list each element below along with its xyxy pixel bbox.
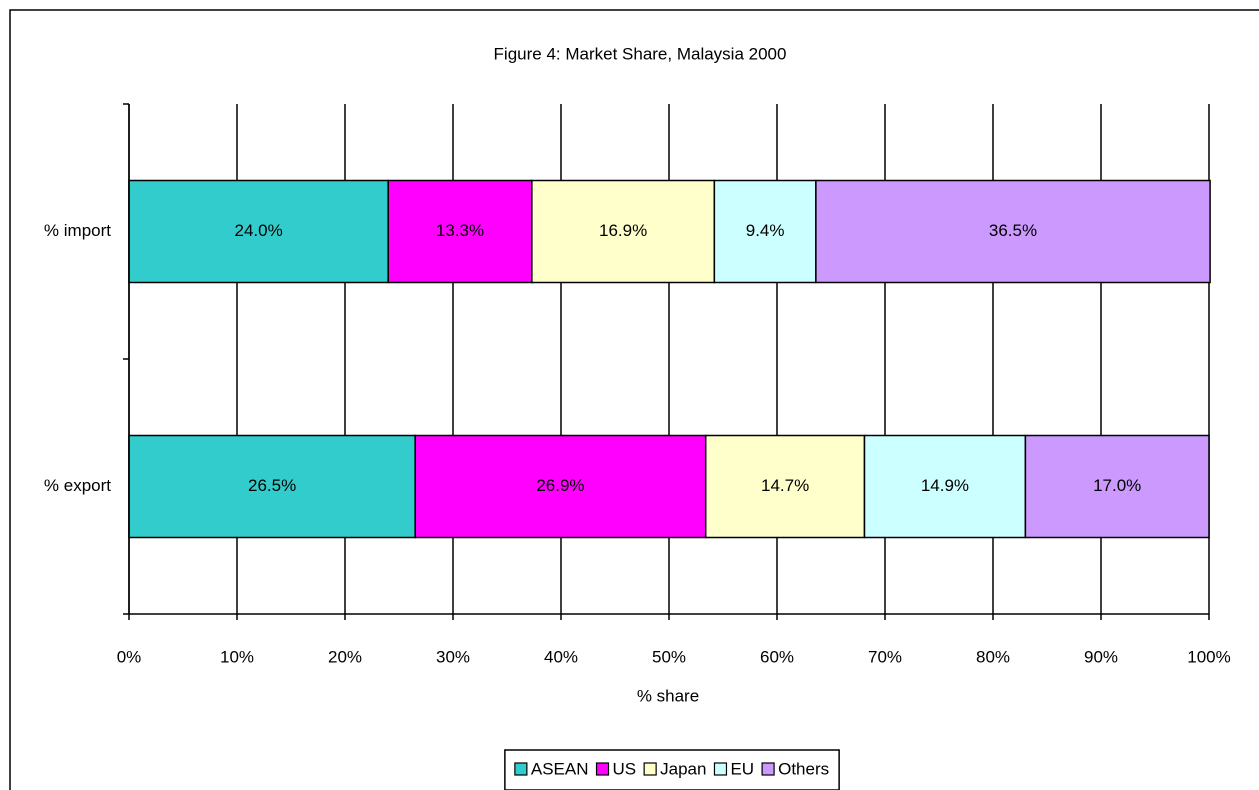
- bar-segment: [128, 179, 389, 284]
- value-label: 17.0%: [1093, 476, 1141, 495]
- value-label: 16.9%: [599, 221, 647, 240]
- bar-segment: [863, 434, 1027, 539]
- bar-segment: [704, 434, 866, 539]
- x-tick-label: 100%: [1187, 647, 1230, 666]
- x-tick-label: 0%: [117, 647, 142, 666]
- x-tick-label: 50%: [652, 647, 686, 666]
- value-label: 13.3%: [436, 221, 484, 240]
- bar-segment: [713, 179, 817, 284]
- bar-segment: [1024, 434, 1210, 539]
- legend-label: EU: [730, 759, 754, 778]
- bar-segment: [387, 179, 533, 284]
- y-tick-label: % export: [44, 476, 111, 495]
- bar-segment: [531, 179, 716, 284]
- axes: 0% 10% 20% 30% 40% 50% 60% 70% 80% 90% 100% % impor…: [44, 103, 1231, 666]
- legend-label: Others: [778, 759, 829, 778]
- legend-box: [504, 749, 840, 790]
- value-label: 26.9%: [536, 476, 584, 495]
- bar-segment: [128, 434, 416, 539]
- value-label: 9.4%: [746, 221, 785, 240]
- x-tick-label: 10%: [220, 647, 254, 666]
- x-tick-label: 80%: [976, 647, 1010, 666]
- x-tick-label: 30%: [436, 647, 470, 666]
- value-label: 26.5%: [248, 476, 296, 495]
- legend-swatch: [761, 762, 775, 776]
- legend: ASEAN US Japan EU Others: [504, 749, 840, 790]
- bar-segment: [815, 179, 1211, 284]
- chart-title: Figure 4: Market Share, Malaysia 2000: [494, 44, 787, 63]
- x-tick-label: 60%: [760, 647, 794, 666]
- legend-label: ASEAN: [531, 759, 589, 778]
- legend-swatch: [713, 762, 728, 776]
- chart-frame: [9, 9, 1259, 790]
- bars: 24.0% 13.3% 16.9% 9.4% 36.5% 26.5% 26.9% 14.7% 1…: [128, 179, 1211, 539]
- legend-swatch: [514, 762, 528, 776]
- value-label: 14.9%: [921, 476, 969, 495]
- legend-swatch: [643, 762, 657, 776]
- x-tick-label: 40%: [544, 647, 578, 666]
- legend-swatch: [595, 762, 610, 776]
- y-tick-label: % import: [44, 221, 111, 240]
- value-label: 14.7%: [761, 476, 809, 495]
- legend-label: Japan: [660, 759, 706, 778]
- legend-label: US: [613, 759, 637, 778]
- value-label: 24.0%: [234, 221, 282, 240]
- x-tick-label: 90%: [1084, 647, 1118, 666]
- x-axis-label: % share: [637, 686, 699, 705]
- x-tick-label: 70%: [868, 647, 902, 666]
- value-label: 36.5%: [989, 221, 1037, 240]
- x-tick-label: 20%: [328, 647, 362, 666]
